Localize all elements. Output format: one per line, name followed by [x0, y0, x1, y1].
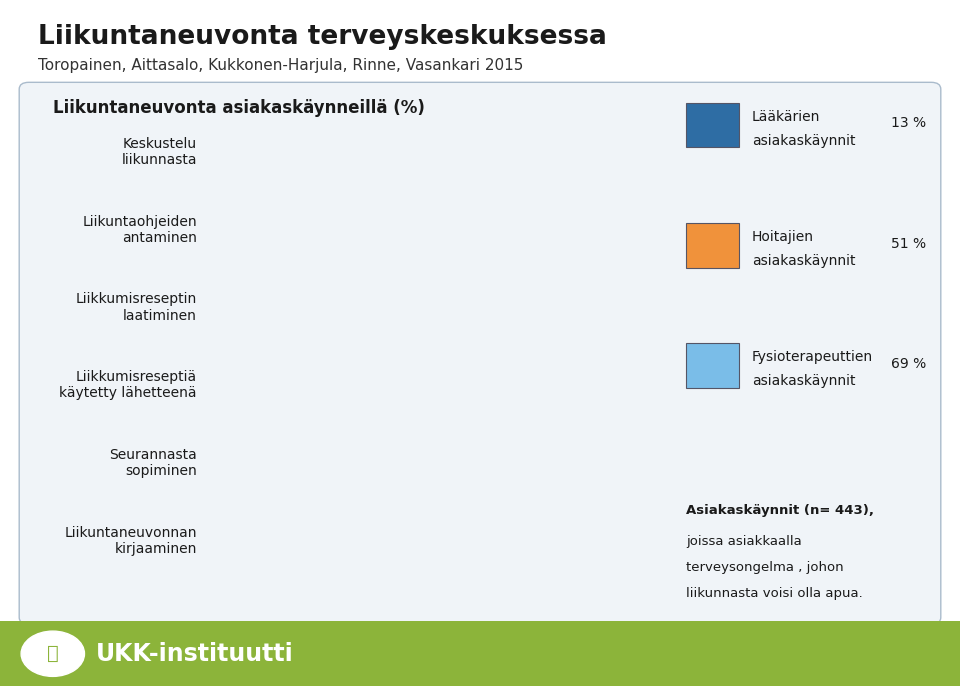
Bar — [211, 525, 450, 541]
Bar — [211, 226, 477, 242]
Bar — [211, 543, 487, 558]
Text: Asiakaskäynnit (n= 443),: Asiakaskäynnit (n= 443), — [686, 504, 875, 517]
Bar — [211, 434, 252, 449]
Bar — [211, 209, 437, 225]
Text: Liikuntaneuvonnan
kirjaaminen: Liikuntaneuvonnan kirjaaminen — [64, 525, 197, 556]
Bar — [211, 244, 586, 259]
Bar — [211, 152, 559, 167]
Text: asiakaskäynnit: asiakaskäynnit — [752, 134, 855, 147]
Text: 69 %: 69 % — [891, 357, 926, 370]
Text: 51 %: 51 % — [891, 237, 926, 250]
Text: Liikuntaneuvonta asiakaskäynneillä (%): Liikuntaneuvonta asiakaskäynneillä (%) — [53, 99, 424, 117]
Text: liikunnasta voisi olla apua.: liikunnasta voisi olla apua. — [686, 587, 863, 600]
Bar — [211, 318, 220, 334]
Text: Lääkärien: Lääkärien — [752, 110, 820, 123]
Text: Liikuntaneuvonta terveyskeskuksessa: Liikuntaneuvonta terveyskeskuksessa — [38, 24, 608, 50]
Text: Seurannasta
sopiminen: Seurannasta sopiminen — [109, 448, 197, 478]
Bar — [211, 284, 220, 300]
Text: Liikkumisreseptiä
käytetty lähetteenä: Liikkumisreseptiä käytetty lähetteenä — [60, 370, 197, 401]
Text: UKK-instituutti: UKK-instituutti — [96, 642, 294, 665]
Text: Keskustelu
liikunnasta: Keskustelu liikunnasta — [121, 137, 197, 167]
Text: Liikuntaohjeiden
antaminen: Liikuntaohjeiden antaminen — [83, 215, 197, 245]
Bar — [211, 468, 387, 484]
Bar — [211, 169, 622, 185]
Bar — [211, 359, 220, 375]
Text: Liikkumisreseptin
laatiminen: Liikkumisreseptin laatiminen — [76, 292, 197, 322]
Text: asiakaskäynnit: asiakaskäynnit — [752, 374, 855, 388]
Text: terveysongelma , johon: terveysongelma , johon — [686, 561, 844, 574]
Bar — [211, 134, 514, 150]
Text: Toropainen, Aittasalo, Kukkonen-Harjula, Rinne, Vasankari 2015: Toropainen, Aittasalo, Kukkonen-Harjula,… — [38, 58, 524, 73]
Text: Hoitajien: Hoitajien — [752, 230, 814, 244]
Text: 13 %: 13 % — [891, 117, 926, 130]
Text: asiakaskäynnit: asiakaskäynnit — [752, 254, 855, 268]
Bar — [211, 451, 270, 466]
Text: Ⓘ: Ⓘ — [47, 644, 59, 663]
Text: Fysioterapeuttien: Fysioterapeuttien — [752, 350, 873, 364]
Text: joissa asiakkaalla: joissa asiakkaalla — [686, 535, 803, 548]
Bar — [211, 301, 225, 317]
Bar — [211, 508, 342, 524]
